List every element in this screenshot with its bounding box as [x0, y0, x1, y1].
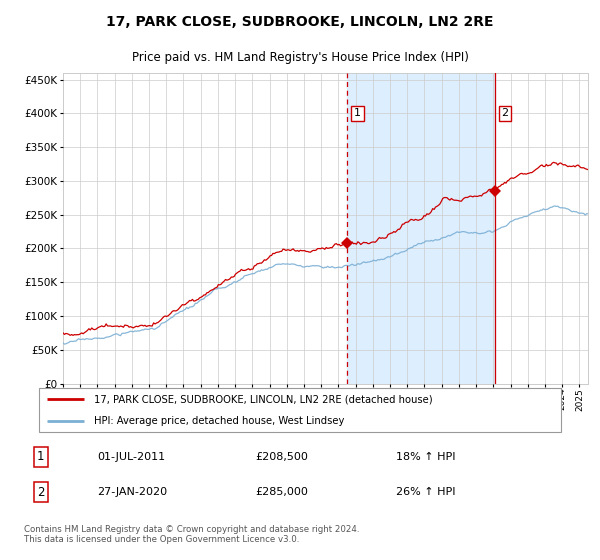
Text: 17, PARK CLOSE, SUDBROOKE, LINCOLN, LN2 2RE: 17, PARK CLOSE, SUDBROOKE, LINCOLN, LN2 …	[106, 15, 494, 29]
FancyBboxPatch shape	[38, 388, 562, 432]
Text: Contains HM Land Registry data © Crown copyright and database right 2024.
This d: Contains HM Land Registry data © Crown c…	[23, 525, 359, 544]
Text: HPI: Average price, detached house, West Lindsey: HPI: Average price, detached house, West…	[94, 416, 344, 426]
Text: 2: 2	[37, 486, 44, 499]
Text: 26% ↑ HPI: 26% ↑ HPI	[396, 487, 455, 497]
Bar	[347, 73, 495, 384]
Text: 01-JUL-2011: 01-JUL-2011	[97, 452, 165, 462]
Text: Price paid vs. HM Land Registry's House Price Index (HPI): Price paid vs. HM Land Registry's House …	[131, 51, 469, 64]
Text: 17, PARK CLOSE, SUDBROOKE, LINCOLN, LN2 2RE (detached house): 17, PARK CLOSE, SUDBROOKE, LINCOLN, LN2 …	[94, 394, 433, 404]
Text: £285,000: £285,000	[255, 487, 308, 497]
Text: £208,500: £208,500	[255, 452, 308, 462]
Text: 1: 1	[37, 450, 44, 464]
Text: 18% ↑ HPI: 18% ↑ HPI	[396, 452, 455, 462]
Text: 1: 1	[354, 108, 361, 118]
Text: 27-JAN-2020: 27-JAN-2020	[97, 487, 167, 497]
Text: 2: 2	[502, 108, 509, 118]
